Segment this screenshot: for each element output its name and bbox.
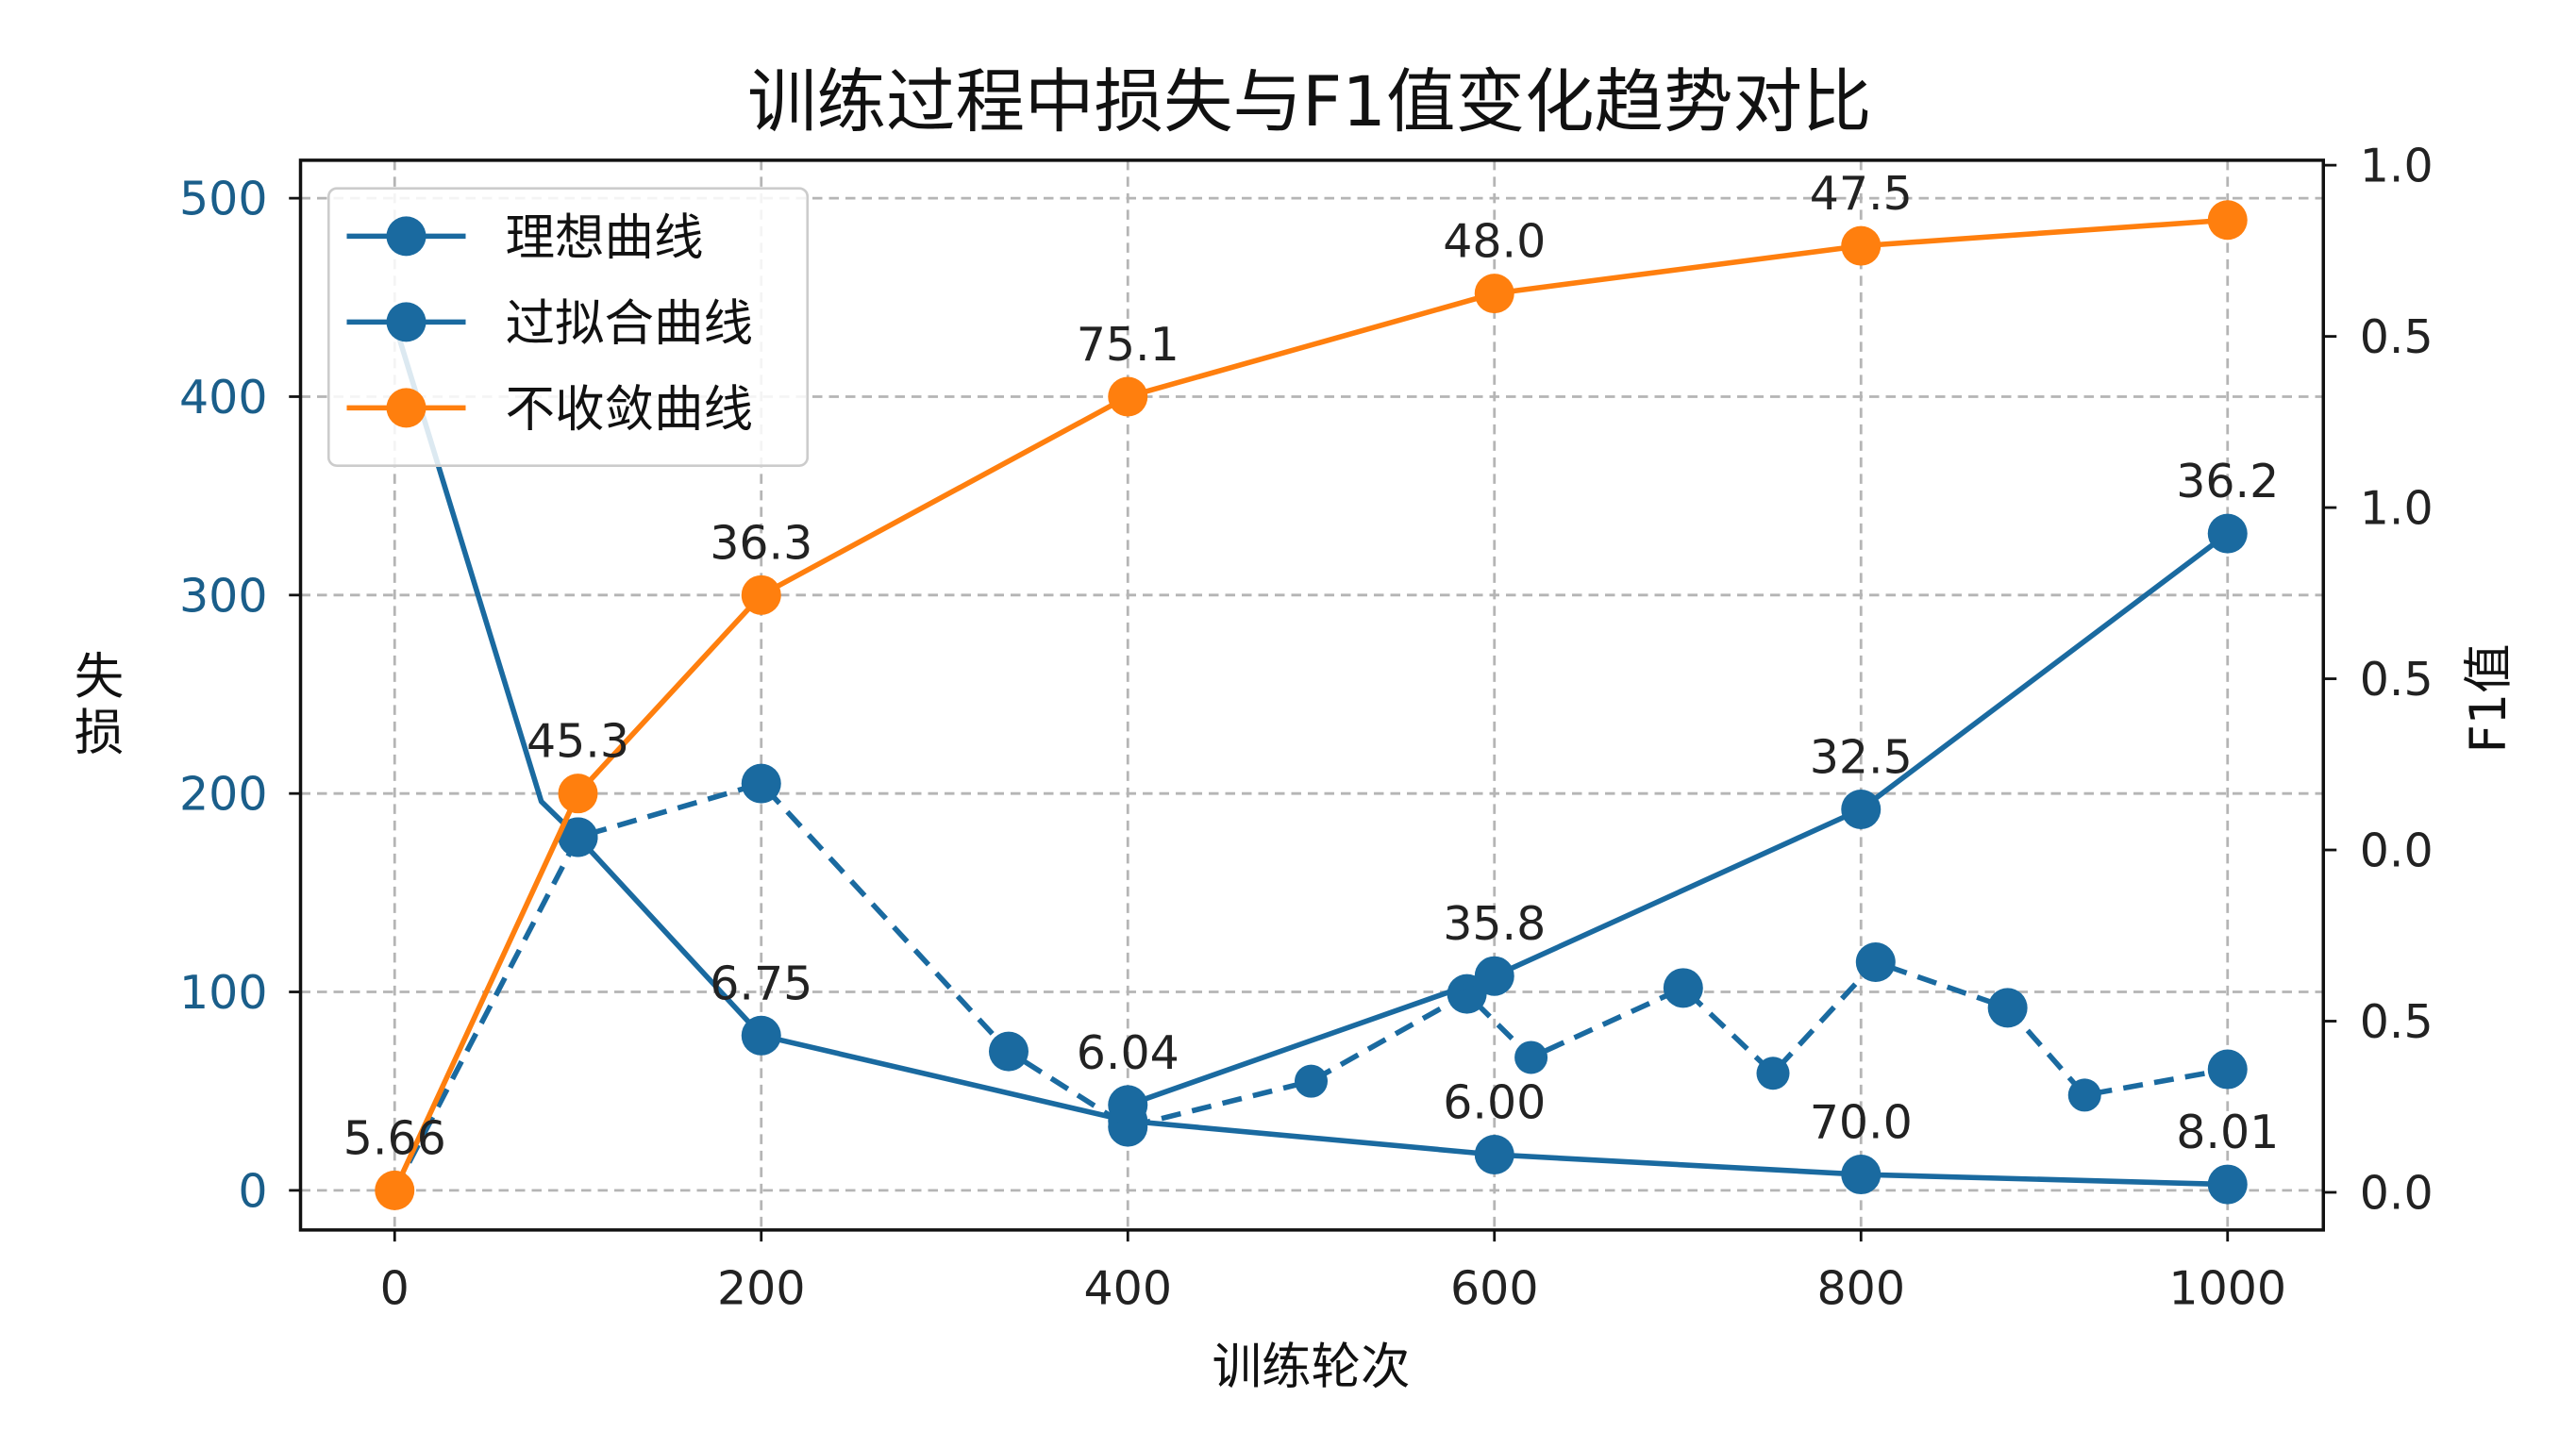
series-marker-3 [1841, 790, 1882, 830]
y-tick-label: 400 [179, 371, 268, 424]
series-marker-1 [2067, 1078, 2101, 1112]
legend-label: 过拟合曲线 [506, 295, 754, 353]
y-tick-label: 500 [179, 173, 268, 226]
data-label: 5.66 [343, 1111, 446, 1165]
y-axis-label-char: 损 [75, 705, 125, 762]
data-label: 48.0 [1443, 215, 1546, 269]
series-marker-1 [988, 1031, 1029, 1072]
series-marker-2 [741, 574, 781, 615]
series-marker-2 [1474, 274, 1514, 314]
y-right-tick-label: 1.0 [2360, 140, 2434, 193]
legend-label: 不收敛曲线 [506, 381, 754, 439]
data-label: 6.04 [1077, 1026, 1179, 1080]
series-marker-1 [1756, 1057, 1790, 1090]
data-label: 8.01 [2176, 1106, 2279, 1159]
y-tick-label: 100 [179, 966, 268, 1020]
x-tick-label: 400 [1083, 1262, 1172, 1316]
series-marker-2 [1841, 225, 1882, 266]
series-marker-2 [1108, 376, 1148, 417]
legend-box [326, 187, 810, 467]
series-marker-1 [2207, 1049, 2248, 1090]
data-label: 70.0 [1810, 1096, 1913, 1150]
series-marker-1 [1855, 941, 1896, 982]
series-line-0 [392, 322, 2228, 1188]
y-axis-label: 失损 [75, 648, 125, 762]
legend-marker [386, 388, 427, 428]
data-label: 32.5 [1810, 731, 1913, 785]
legend-marker [386, 216, 427, 257]
series-marker-1 [1295, 1064, 1328, 1098]
series-marker-1 [558, 817, 598, 857]
data-label: 6.75 [710, 957, 812, 1010]
data-label: 36.2 [2176, 455, 2279, 508]
y-tick-label: 0 [238, 1164, 267, 1218]
axes: 0 200 400 600 800 1000 0 100 200 300 400 500 1.0 0.5 1… [179, 140, 2434, 1316]
y-right-tick-label: 0.0 [2360, 824, 2434, 878]
series-marker-0 [741, 1015, 781, 1056]
legend-label: 理想曲线 [506, 209, 704, 267]
series-line-3 [1127, 531, 2230, 1108]
data-label: 75.1 [1077, 318, 1179, 372]
series-marker-2 [375, 1170, 415, 1210]
series-lines [375, 200, 2248, 1210]
x-axis-label: 训练轮次 [1212, 1339, 1410, 1396]
x-tick-label: 800 [1816, 1262, 1905, 1316]
data-label: 35.8 [1443, 897, 1546, 951]
series-marker-3 [1108, 1085, 1148, 1125]
series-marker-3 [1474, 956, 1514, 996]
y-tick-label: 300 [179, 569, 268, 623]
series-marker-1 [741, 763, 781, 804]
chart-title: 训练过程中损失与F1值变化趋势对比 [747, 62, 1872, 142]
series-marker-1 [1663, 968, 1703, 1008]
x-tick-label: 0 [380, 1262, 410, 1316]
data-label: 36.3 [710, 516, 812, 570]
y-right-tick-label: 0.5 [2360, 653, 2434, 707]
legend-marker [386, 302, 427, 342]
x-tick-label: 1000 [2168, 1262, 2286, 1316]
y-tick-label: 200 [179, 768, 268, 822]
series-marker-0 [1841, 1155, 1882, 1195]
plot-frame [298, 158, 2325, 1232]
y-right-tick-label: 1.0 [2360, 482, 2434, 536]
y-right-tick-label: 0.0 [2360, 1166, 2434, 1220]
series-marker-1 [1987, 988, 2028, 1028]
series-line-1 [392, 780, 2229, 1192]
y-axis-right-label: F1值 [2460, 643, 2517, 753]
series-marker-0 [2207, 1164, 2248, 1205]
series-marker-3 [2207, 513, 2248, 554]
x-tick-label: 600 [1450, 1262, 1539, 1316]
series-marker-2 [558, 774, 598, 814]
series-marker-2 [2207, 200, 2248, 241]
data-labels: 5.66 45.3 36.3 75.1 48.0 47.5 36.2 32.5 35.8 6.04… [343, 167, 2280, 1165]
x-tick-label: 200 [717, 1262, 806, 1316]
data-label: 6.00 [1443, 1076, 1546, 1130]
data-label: 45.3 [527, 715, 629, 769]
series-marker-0 [1474, 1135, 1514, 1175]
y-axis-label-char: 失 [75, 648, 125, 706]
y-right-tick-label: 0.5 [2360, 310, 2434, 364]
series-marker-1 [1514, 1040, 1548, 1074]
data-label: 47.5 [1810, 167, 1913, 221]
y-right-tick-label: 0.5 [2360, 995, 2434, 1049]
